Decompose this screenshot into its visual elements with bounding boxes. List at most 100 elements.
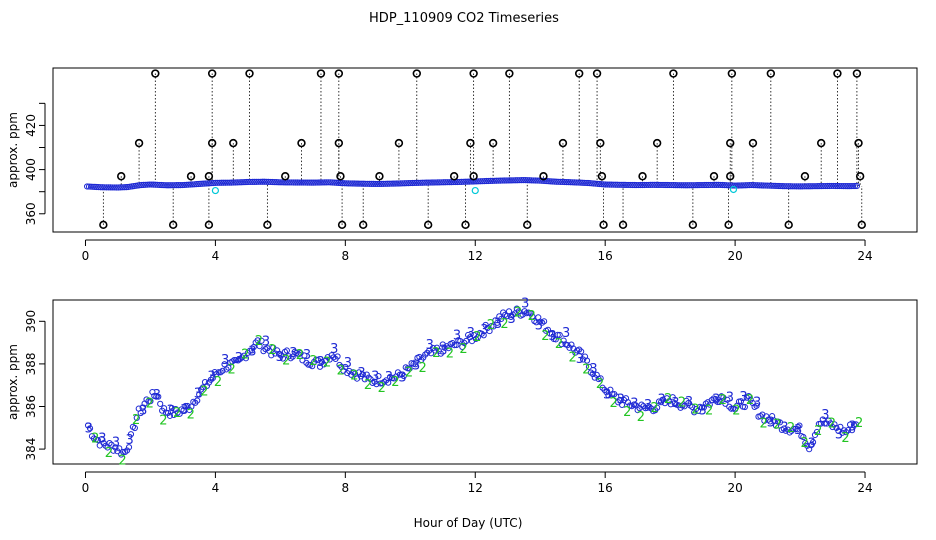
- top-panel-baseline-point: [623, 181, 631, 189]
- top-panel-outlier-point: [336, 172, 345, 181]
- top-panel-outlier-point: [855, 172, 865, 181]
- top-panel-baseline-point: [413, 179, 420, 187]
- bottom-panel-label-3: 3: [207, 369, 215, 384]
- bottom-panel-y-tick-label: 390: [24, 310, 38, 333]
- top-panel-baseline-point: [697, 181, 705, 189]
- top-panel-baseline-point: [335, 179, 342, 186]
- bottom-panel-label-2: 2: [705, 404, 713, 419]
- top-panel-baseline-point: [218, 179, 225, 186]
- top-panel-baseline-point: [614, 181, 621, 188]
- bottom-panel-label-2: 2: [459, 342, 467, 357]
- bottom-panel-label-2: 2: [391, 375, 399, 390]
- top-panel-baseline-point: [779, 183, 786, 190]
- bottom-panel-label-2: 2: [678, 396, 686, 411]
- top-panel-baseline-point: [518, 177, 525, 184]
- bottom-panel-label-3: 3: [712, 392, 720, 407]
- bottom-panel-label-3: 3: [357, 366, 365, 381]
- top-panel-baseline-point: [541, 177, 549, 185]
- top-panel-y-label: approx. ppm: [6, 112, 20, 188]
- top-panel-baseline-point: [349, 180, 356, 187]
- top-panel-baseline-point: [333, 179, 340, 186]
- top-panel-baseline-point: [214, 179, 221, 186]
- bottom-panel-point: [634, 406, 641, 414]
- bottom-panel-x-tick-label: 0: [82, 481, 90, 495]
- top-panel-baseline-point: [460, 178, 467, 185]
- top-panel-baseline-point: [222, 179, 229, 186]
- top-panel-outlier-point: [281, 172, 290, 181]
- top-panel-baseline-point: [785, 183, 792, 190]
- bottom-panel-point: [225, 364, 232, 371]
- top-panel-baseline-point: [674, 182, 681, 189]
- bottom-panel-x-axis: 0 4 8 12 16 20 24: [82, 471, 873, 495]
- top-panel-baseline-point: [824, 182, 831, 190]
- top-panel-outlier-point: [204, 220, 214, 230]
- bottom-panel-point: [451, 342, 458, 349]
- top-panel-baseline-point: [378, 180, 385, 187]
- bottom-panel-label-2: 2: [664, 392, 672, 407]
- top-panel-baseline-point: [844, 183, 851, 190]
- bottom-panel-label-2: 2: [364, 378, 372, 393]
- top-panel-baseline-point: [142, 181, 149, 188]
- top-panel-baseline-point: [797, 183, 804, 190]
- bottom-panel-point: [790, 425, 797, 432]
- top-panel-outlier-point: [574, 69, 584, 78]
- top-panel-baseline-point: [415, 179, 422, 186]
- bottom-panel-label-2: 2: [800, 436, 808, 451]
- bottom-panel-label-3: 3: [439, 344, 447, 359]
- top-panel-baseline-point: [834, 182, 841, 190]
- bottom-panel-x-tick-label: 12: [468, 481, 483, 495]
- bottom-panel-point: [131, 424, 138, 432]
- bottom-panel-label-3: 3: [821, 408, 829, 423]
- top-panel-baseline-point: [284, 179, 291, 186]
- top-panel-baseline-point: [84, 183, 91, 190]
- top-panel-baseline-point: [738, 182, 746, 189]
- bottom-panel-point: [566, 344, 573, 351]
- top-panel-baseline-point: [557, 178, 564, 185]
- top-panel-baseline-point: [655, 181, 662, 189]
- top-panel-baseline-point: [111, 184, 118, 191]
- bottom-panel-point: [357, 373, 365, 380]
- top-panel-baseline-point: [249, 178, 256, 186]
- x-axis-title: Hour of Day (UTC): [414, 516, 523, 530]
- top-panel-baseline-point: [684, 182, 691, 189]
- bottom-panel-point: [848, 427, 856, 434]
- top-panel-outlier-point: [297, 138, 306, 148]
- bottom-panel-label-3: 3: [753, 396, 761, 411]
- top-panel-baseline-point: [325, 179, 332, 186]
- top-panel-outlier-point: [186, 172, 196, 181]
- top-panel-baseline-point: [846, 183, 853, 190]
- top-panel-baseline-point: [799, 183, 806, 190]
- top-panel-baseline-point: [265, 178, 272, 185]
- top-panel-baseline-point: [234, 179, 241, 186]
- top-panel-baseline-point: [672, 182, 679, 189]
- top-panel-baseline-point: [148, 181, 155, 188]
- bottom-panel-label-2: 2: [514, 306, 522, 321]
- bottom-panel-label-2: 2: [187, 407, 195, 422]
- top-panel-baseline-point: [276, 179, 284, 186]
- bottom-panel-label-3: 3: [671, 396, 679, 411]
- top-panel-baseline-point: [653, 181, 660, 188]
- top-panel-baseline-point: [179, 181, 186, 189]
- bottom-panel-point: [843, 429, 850, 436]
- top-panel-baseline-point: [501, 177, 508, 184]
- top-panel-baseline-point: [594, 180, 601, 187]
- top-panel-baseline-point: [171, 182, 178, 189]
- top-panel-baseline-point: [150, 181, 157, 188]
- bottom-panel-label-2: 2: [691, 402, 699, 417]
- bottom-panel-point: [248, 347, 255, 354]
- bottom-panel-point: [852, 421, 860, 428]
- bottom-panel-point: [716, 398, 723, 406]
- bottom-panel-label-2: 2: [841, 431, 849, 446]
- top-panel-baseline-point: [543, 178, 551, 185]
- top-panel-baseline-point: [651, 181, 658, 188]
- top-panel-baseline-point: [434, 179, 442, 186]
- bottom-panel-point: [238, 354, 246, 361]
- bottom-panel-point: [147, 398, 154, 405]
- top-panel-baseline-point: [440, 179, 447, 186]
- top-panel-y-tick-label: 360: [24, 202, 38, 225]
- top-panel-baseline-point: [454, 178, 461, 186]
- top-panel-baseline-point: [105, 184, 112, 191]
- top-panel-baseline-point: [787, 183, 794, 190]
- top-panel-baseline-point: [688, 182, 695, 189]
- top-panel: 0 4 8 12 16 20 24 360 400 420 approx. ppm: [6, 67, 918, 263]
